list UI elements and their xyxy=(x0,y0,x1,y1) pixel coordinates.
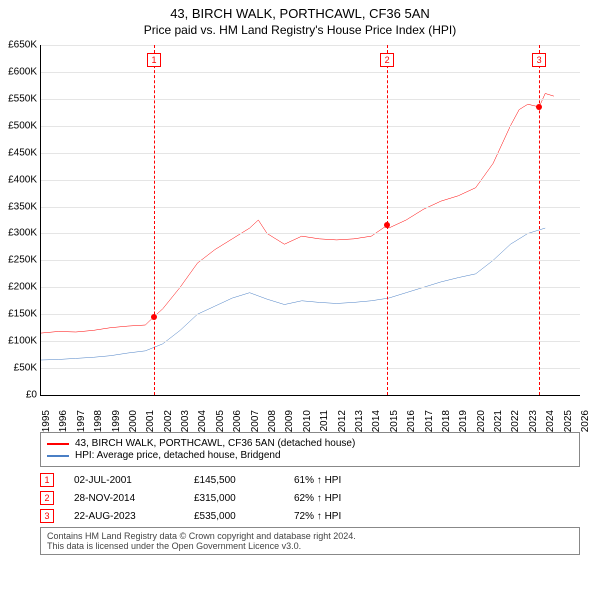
x-axis-label: 2016 xyxy=(406,410,417,432)
transaction-row: 2 28-NOV-2014 £315,000 62% ↑ HPI xyxy=(40,491,580,505)
y-axis-label: £100K xyxy=(1,336,37,347)
x-axis-label: 2002 xyxy=(163,410,174,432)
legend-label: 43, BIRCH WALK, PORTHCAWL, CF36 5AN (det… xyxy=(75,438,355,449)
transaction-date: 28-NOV-2014 xyxy=(74,493,174,504)
x-axis-label: 2005 xyxy=(215,410,226,432)
transactions-table: 1 02-JUL-2001 £145,500 61% ↑ HPI 2 28-NOV-201… xyxy=(40,473,580,523)
transaction-row: 1 02-JUL-2001 £145,500 61% ↑ HPI xyxy=(40,473,580,487)
footer-line: Contains HM Land Registry data © Crown c… xyxy=(47,531,573,541)
x-axis-label: 2013 xyxy=(354,410,365,432)
x-axis-label: 2024 xyxy=(545,410,556,432)
legend-label: HPI: Average price, detached house, Brid… xyxy=(75,450,281,461)
transaction-marker: 2 xyxy=(380,53,394,67)
legend-swatch xyxy=(47,443,69,445)
transaction-pct: 61% ↑ HPI xyxy=(294,475,394,486)
x-axis-label: 2014 xyxy=(371,410,382,432)
transaction-pct: 72% ↑ HPI xyxy=(294,511,394,522)
footer-line: This data is licensed under the Open Gov… xyxy=(47,541,573,551)
transaction-index: 2 xyxy=(40,491,54,505)
transaction-date: 22-AUG-2023 xyxy=(74,511,174,522)
x-axis-label: 2019 xyxy=(458,410,469,432)
y-axis-label: £400K xyxy=(1,174,37,185)
x-axis-label: 2006 xyxy=(232,410,243,432)
chart-legend: 43, BIRCH WALK, PORTHCAWL, CF36 5AN (det… xyxy=(40,432,580,467)
x-axis-label: 2010 xyxy=(302,410,313,432)
transaction-price: £535,000 xyxy=(194,511,274,522)
y-axis-label: £50K xyxy=(1,363,37,374)
x-axis-label: 2023 xyxy=(528,410,539,432)
x-axis-label: 2026 xyxy=(580,410,591,432)
transaction-index: 1 xyxy=(40,473,54,487)
y-axis-label: £450K xyxy=(1,147,37,158)
x-axis-label: 2018 xyxy=(441,410,452,432)
transaction-row: 3 22-AUG-2023 £535,000 72% ↑ HPI xyxy=(40,509,580,523)
transaction-pct: 62% ↑ HPI xyxy=(294,493,394,504)
x-axis-label: 2001 xyxy=(145,410,156,432)
y-axis-label: £200K xyxy=(1,282,37,293)
x-axis-label: 1996 xyxy=(58,410,69,432)
transaction-index: 3 xyxy=(40,509,54,523)
x-axis-label: 1998 xyxy=(93,410,104,432)
x-axis-label: 2008 xyxy=(267,410,278,432)
x-axis-label: 2003 xyxy=(180,410,191,432)
x-axis-label: 2020 xyxy=(476,410,487,432)
transaction-date: 02-JUL-2001 xyxy=(74,475,174,486)
x-axis-label: 2022 xyxy=(510,410,521,432)
x-axis-label: 1995 xyxy=(41,410,52,432)
x-axis-label: 2007 xyxy=(250,410,261,432)
transaction-marker: 1 xyxy=(147,53,161,67)
x-axis-label: 1997 xyxy=(76,410,87,432)
y-axis-label: £250K xyxy=(1,255,37,266)
x-axis-label: 2011 xyxy=(319,410,330,432)
y-axis-label: £550K xyxy=(1,93,37,104)
x-axis-label: 2004 xyxy=(197,410,208,432)
x-axis-label: 2009 xyxy=(284,410,295,432)
y-axis-label: £600K xyxy=(1,66,37,77)
legend-item: 43, BIRCH WALK, PORTHCAWL, CF36 5AN (det… xyxy=(47,438,573,449)
y-axis-label: £350K xyxy=(1,201,37,212)
y-axis-label: £150K xyxy=(1,309,37,320)
y-axis-label: £650K xyxy=(1,40,37,51)
legend-swatch xyxy=(47,455,69,457)
x-axis-label: 2015 xyxy=(389,410,400,432)
attribution-footer: Contains HM Land Registry data © Crown c… xyxy=(40,527,580,555)
x-axis-label: 2025 xyxy=(563,410,574,432)
transaction-price: £315,000 xyxy=(194,493,274,504)
y-axis-label: £300K xyxy=(1,228,37,239)
legend-item: HPI: Average price, detached house, Brid… xyxy=(47,450,573,461)
y-axis-label: £0 xyxy=(1,390,37,401)
x-axis-label: 2017 xyxy=(424,410,435,432)
x-axis-label: 2012 xyxy=(337,410,348,432)
chart-subtitle: Price paid vs. HM Land Registry's House … xyxy=(0,23,600,37)
transaction-price: £145,500 xyxy=(194,475,274,486)
chart-lines xyxy=(41,45,580,395)
x-axis-label: 2021 xyxy=(493,410,504,432)
x-axis-label: 2000 xyxy=(128,410,139,432)
chart-title: 43, BIRCH WALK, PORTHCAWL, CF36 5AN xyxy=(0,6,600,21)
y-axis-label: £500K xyxy=(1,120,37,131)
transaction-marker: 3 xyxy=(532,53,546,67)
x-axis-label: 1999 xyxy=(111,410,122,432)
price-chart: £0£50K£100K£150K£200K£250K£300K£350K£400… xyxy=(40,45,580,396)
